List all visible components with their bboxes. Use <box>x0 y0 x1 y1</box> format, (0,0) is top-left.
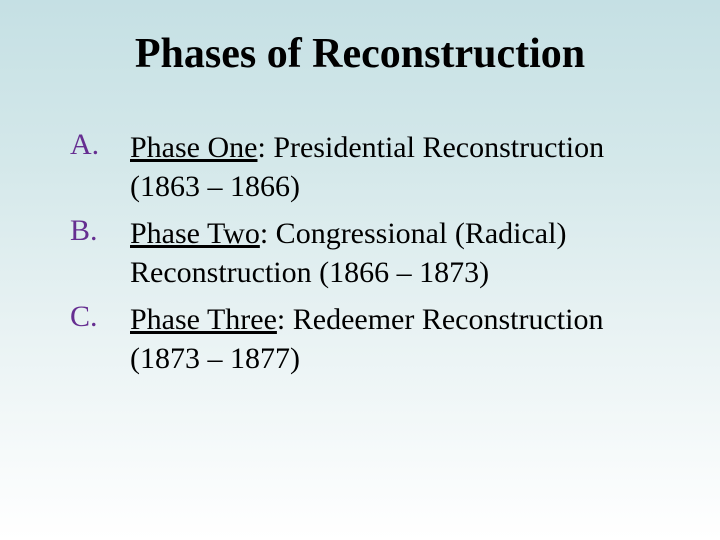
list-item: A. Phase One: Presidential Reconstructio… <box>70 128 660 206</box>
list-item: C. Phase Three: Redeemer Reconstruction … <box>70 300 660 378</box>
item-underlined: Phase Two <box>130 217 260 250</box>
phase-list: A. Phase One: Presidential Reconstructio… <box>70 128 660 378</box>
item-content: Phase One: Presidential Reconstruction (… <box>130 128 660 206</box>
item-underlined: Phase One <box>130 131 257 164</box>
item-marker: C. <box>70 300 130 378</box>
slide-title: Phases of Reconstruction <box>60 30 660 78</box>
item-marker: B. <box>70 214 130 292</box>
slide-container: Phases of Reconstruction A. Phase One: P… <box>0 0 720 540</box>
item-underlined: Phase Three <box>130 303 277 336</box>
item-content: Phase Three: Redeemer Reconstruction (18… <box>130 300 660 378</box>
list-item: B. Phase Two: Congressional (Radical) Re… <box>70 214 660 292</box>
item-marker: A. <box>70 128 130 206</box>
item-content: Phase Two: Congressional (Radical) Recon… <box>130 214 660 292</box>
